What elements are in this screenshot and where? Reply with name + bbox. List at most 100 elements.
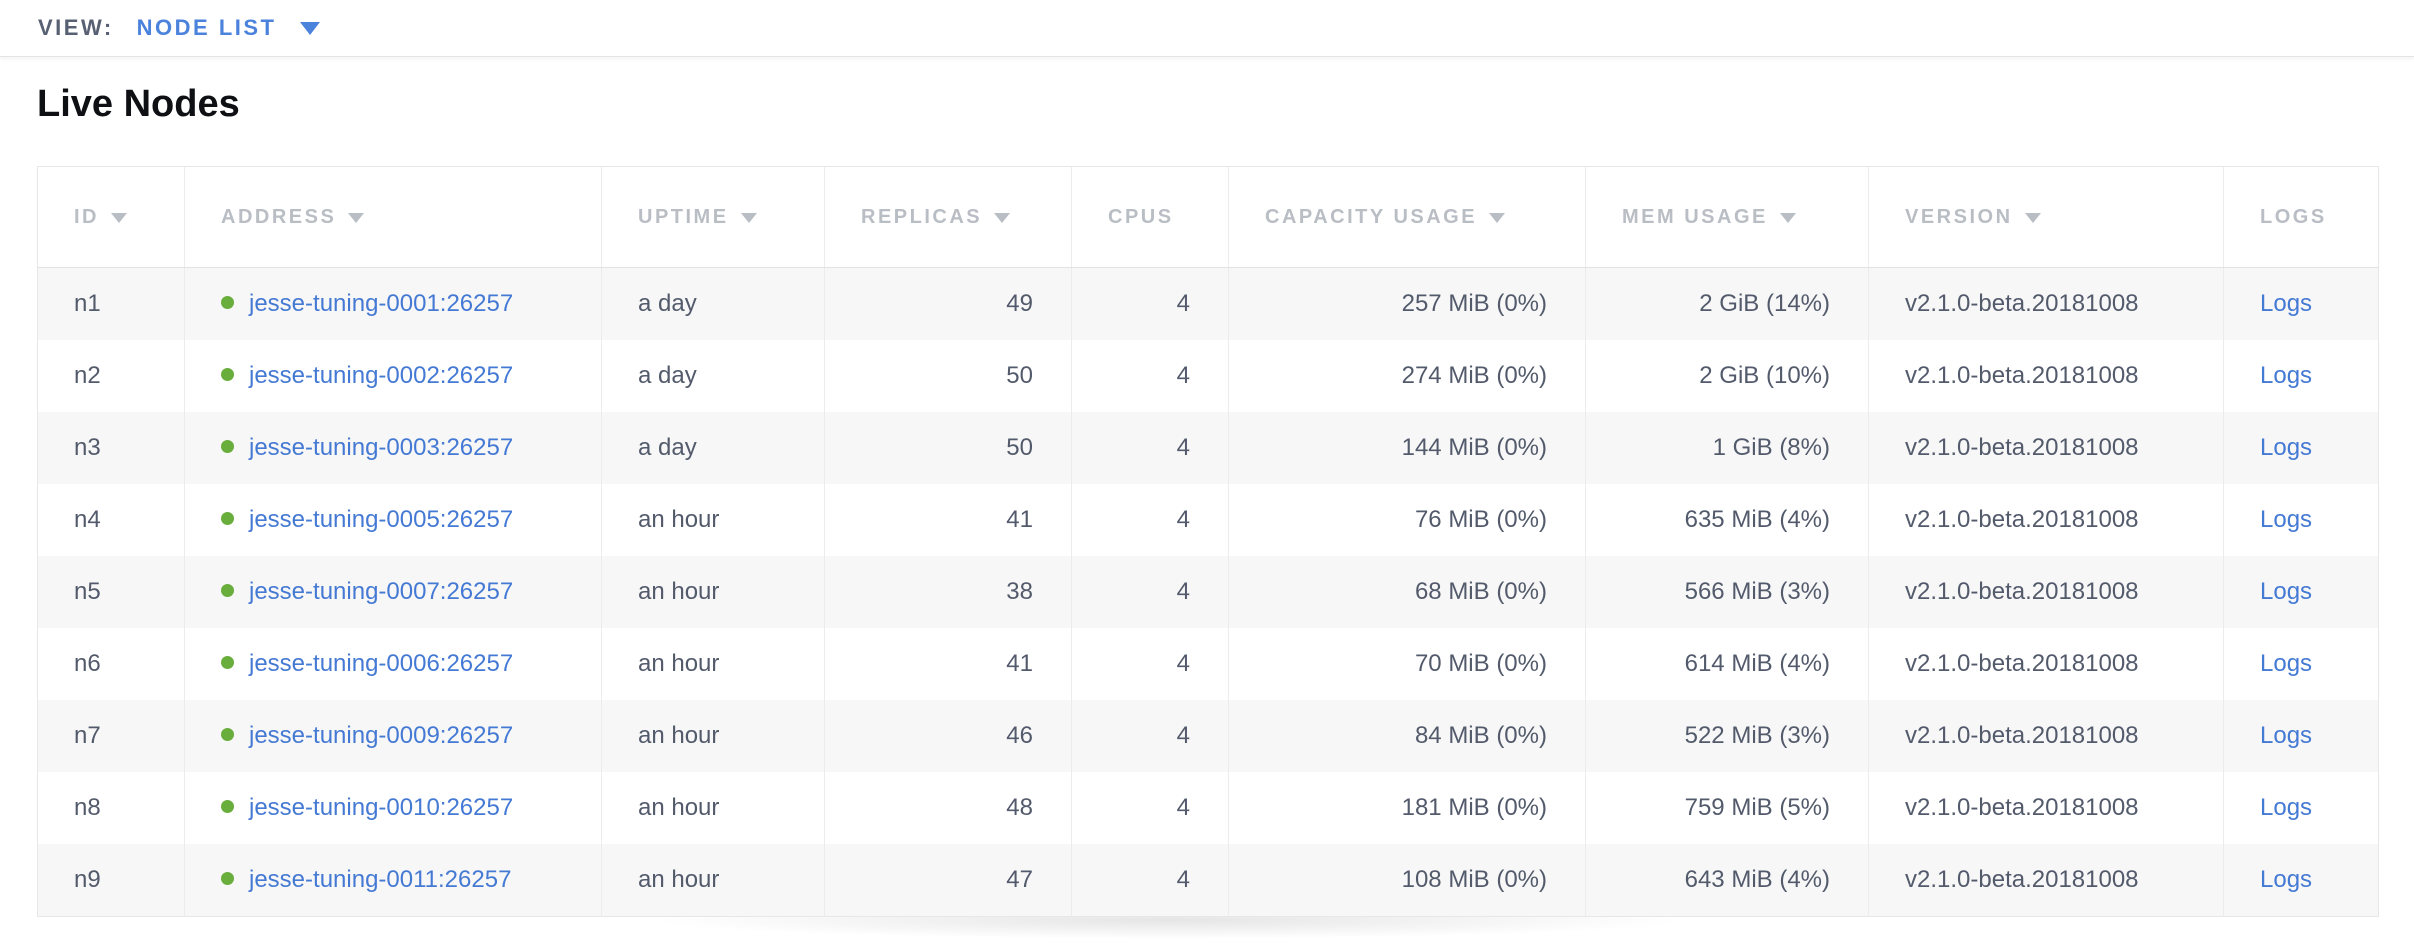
capacity-cell: 68 MiB (0%) (1228, 556, 1586, 628)
logs-cell: Logs (2224, 340, 2379, 412)
node-live-icon (221, 440, 234, 454)
node-row-n1: n1 jesse-tuning-0001:26257 a day 49 4 257 MiB… (37, 267, 2379, 341)
node-row-n4: n4 jesse-tuning-0005:26257 an hour 41 4 76 Mi… (37, 484, 2379, 556)
capacity-cell: 76 MiB (0%) (1228, 484, 1586, 556)
column-header-version[interactable]: VERSION (1868, 166, 2224, 268)
address-link[interactable]: jesse-tuning-0006:26257 (249, 650, 514, 677)
view-selector[interactable]: NODE LIST (137, 15, 320, 41)
address-link[interactable]: jesse-tuning-0003:26257 (249, 434, 514, 461)
column-header-replicas[interactable]: REPLICAS (824, 166, 1072, 268)
uptime-cell: a day (601, 412, 825, 484)
address-cell: jesse-tuning-0007:26257 (184, 556, 602, 628)
cpus-cell: 4 (1071, 844, 1229, 917)
uptime-cell: an hour (601, 484, 825, 556)
column-label: ID (74, 205, 99, 228)
id-cell: n3 (37, 412, 185, 484)
live-nodes-table: ID ADDRESS UPTIME REPLICAS CPUS CAPACITY USAG… (37, 166, 2379, 917)
address-cell: jesse-tuning-0003:26257 (184, 412, 602, 484)
address-link[interactable]: jesse-tuning-0010:26257 (249, 794, 514, 821)
logs-cell: Logs (2224, 772, 2379, 844)
logs-link[interactable]: Logs (2260, 722, 2313, 749)
sort-desc-icon (2024, 212, 2041, 223)
column-header-uptime[interactable]: UPTIME (601, 166, 825, 268)
column-header-id[interactable]: ID (37, 166, 185, 268)
node-row-n5: n5 jesse-tuning-0007:26257 an hour 38 4 68 Mi… (37, 556, 2379, 628)
cpus-cell: 4 (1071, 412, 1229, 484)
logs-link[interactable]: Logs (2260, 290, 2313, 317)
column-header-capacity[interactable]: CAPACITY USAGE (1228, 166, 1586, 268)
cpus-cell: 4 (1071, 700, 1229, 772)
address-cell: jesse-tuning-0010:26257 (184, 772, 602, 844)
sort-desc-icon (1489, 212, 1506, 223)
mem-cell: 759 MiB (5%) (1585, 772, 1869, 844)
column-label: MEM USAGE (1622, 205, 1768, 228)
column-header-address[interactable]: ADDRESS (184, 166, 602, 268)
address-link[interactable]: jesse-tuning-0007:26257 (249, 578, 514, 605)
node-live-icon (221, 728, 234, 742)
logs-link[interactable]: Logs (2260, 794, 2313, 821)
column-label: VERSION (1905, 205, 2013, 228)
logs-cell: Logs (2224, 268, 2379, 341)
mem-cell: 1 GiB (8%) (1585, 412, 1869, 484)
node-row-n9: n9 jesse-tuning-0011:26257 an hour 47 4 108 M… (37, 844, 2379, 917)
main-content: Live Nodes ID ADDRESS UPTIME REPLICAS CPUS CA… (0, 83, 2414, 947)
logs-link[interactable]: Logs (2260, 578, 2313, 605)
uptime-cell: an hour (601, 772, 825, 844)
column-header-cpus: CPUS (1071, 166, 1229, 268)
address-cell: jesse-tuning-0001:26257 (184, 267, 602, 340)
address-link[interactable]: jesse-tuning-0009:26257 (249, 722, 514, 749)
logs-link[interactable]: Logs (2260, 362, 2313, 389)
capacity-cell: 84 MiB (0%) (1228, 700, 1586, 772)
address-link[interactable]: jesse-tuning-0011:26257 (249, 866, 512, 893)
cpus-cell: 4 (1071, 556, 1229, 628)
mem-cell: 635 MiB (4%) (1585, 484, 1869, 556)
address-cell: jesse-tuning-0005:26257 (184, 484, 602, 556)
capacity-cell: 274 MiB (0%) (1228, 340, 1586, 412)
cpus-cell: 4 (1071, 340, 1229, 412)
cpus-cell: 4 (1071, 484, 1229, 556)
id-cell: n2 (37, 340, 185, 412)
logs-cell: Logs (2224, 628, 2379, 700)
replicas-cell: 38 (824, 556, 1072, 628)
address-link[interactable]: jesse-tuning-0005:26257 (249, 506, 514, 533)
replicas-cell: 41 (824, 484, 1072, 556)
logs-cell: Logs (2224, 700, 2379, 772)
chevron-down-icon (299, 21, 320, 35)
address-cell: jesse-tuning-0009:26257 (184, 700, 602, 772)
column-header-mem[interactable]: MEM USAGE (1585, 166, 1869, 268)
column-label: CPUS (1108, 205, 1174, 228)
uptime-cell: an hour (601, 556, 825, 628)
view-selected-value: NODE LIST (136, 15, 277, 40)
id-cell: n7 (37, 700, 185, 772)
column-label: UPTIME (638, 205, 729, 228)
address-link[interactable]: jesse-tuning-0001:26257 (249, 290, 514, 317)
logs-link[interactable]: Logs (2260, 866, 2313, 893)
address-cell: jesse-tuning-0002:26257 (184, 340, 602, 412)
id-cell: n6 (37, 628, 185, 700)
node-live-icon (221, 512, 234, 526)
table-header-row: ID ADDRESS UPTIME REPLICAS CPUS CAPACITY USAG… (37, 166, 2379, 268)
next-section-shadow (507, 917, 1977, 947)
view-bar: VIEW: NODE LIST (0, 0, 2414, 57)
replicas-cell: 48 (824, 772, 1072, 844)
logs-link[interactable]: Logs (2260, 434, 2313, 461)
address-link[interactable]: jesse-tuning-0002:26257 (249, 362, 514, 389)
page-title: Live Nodes (37, 83, 240, 125)
logs-link[interactable]: Logs (2260, 506, 2313, 533)
address-cell: jesse-tuning-0011:26257 (184, 844, 602, 917)
node-row-n3: n3 jesse-tuning-0003:26257 a day 50 4 144 MiB… (37, 412, 2379, 484)
sort-desc-icon (1779, 212, 1796, 223)
version-cell: v2.1.0-beta.20181008 (1868, 556, 2224, 628)
node-live-icon (221, 800, 234, 814)
sort-desc-icon (111, 212, 127, 223)
replicas-cell: 49 (824, 267, 1072, 340)
capacity-cell: 144 MiB (0%) (1228, 412, 1586, 484)
replicas-cell: 41 (824, 628, 1072, 700)
replicas-cell: 46 (824, 700, 1072, 772)
node-row-n8: n8 jesse-tuning-0010:26257 an hour 48 4 181 M… (37, 772, 2379, 844)
mem-cell: 2 GiB (10%) (1585, 340, 1869, 412)
node-live-icon (221, 368, 234, 382)
version-cell: v2.1.0-beta.20181008 (1868, 772, 2224, 844)
logs-link[interactable]: Logs (2260, 650, 2313, 677)
logs-cell: Logs (2224, 412, 2379, 484)
